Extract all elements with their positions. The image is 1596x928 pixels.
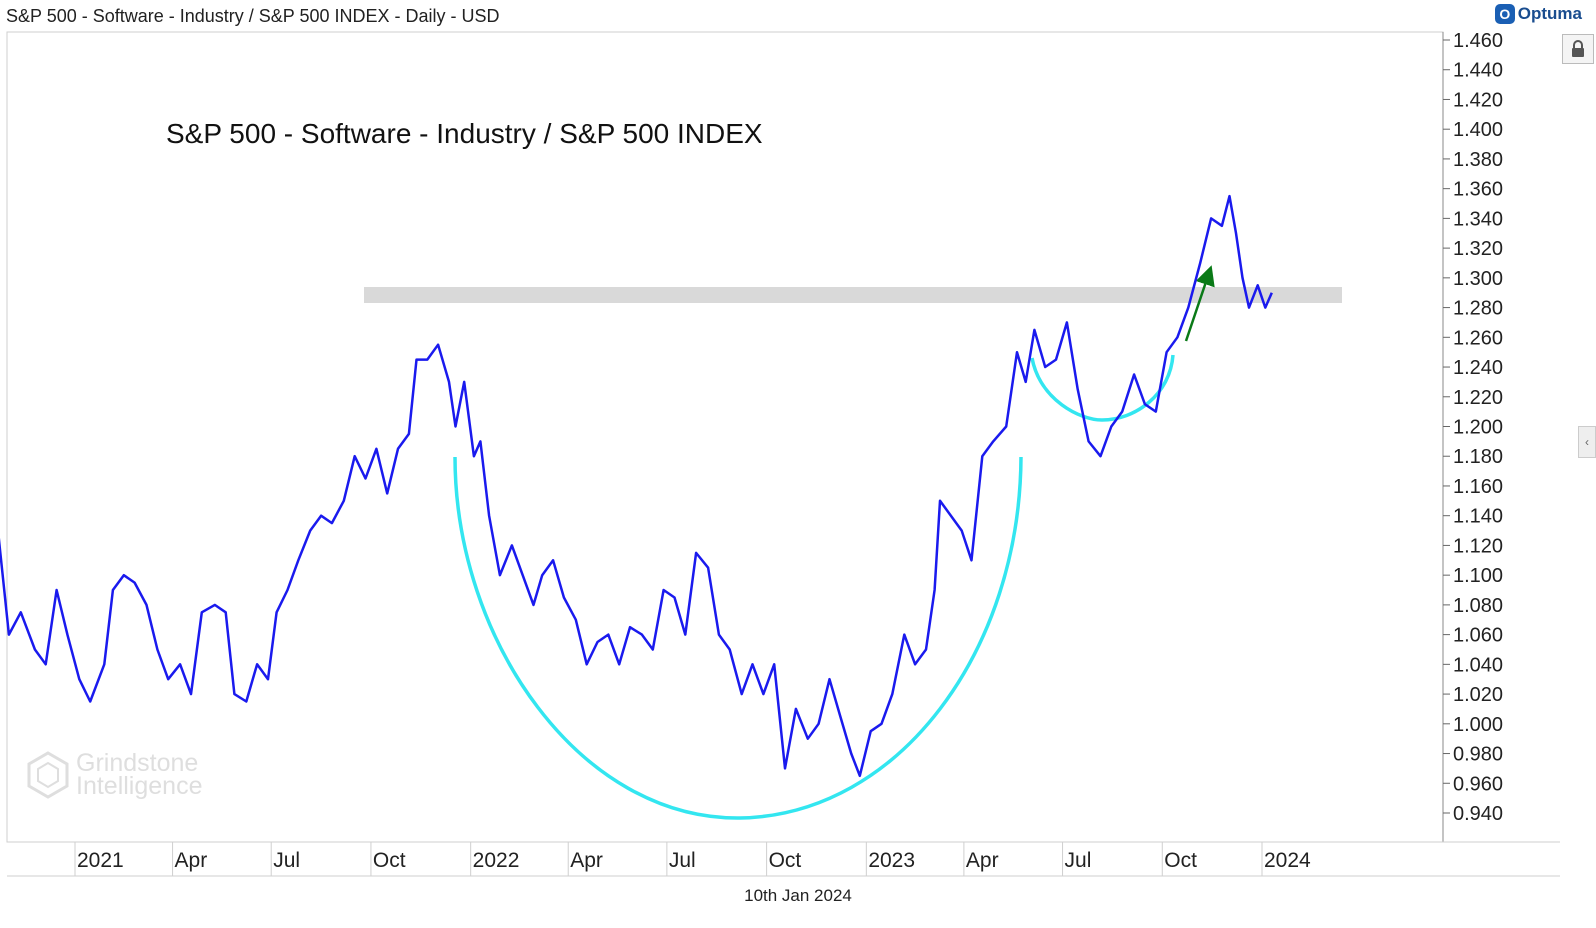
breakout-arrow — [1184, 265, 1215, 342]
y-tick-label: 1.100 — [1453, 565, 1503, 587]
brand-name: Optuma — [1517, 4, 1582, 23]
y-tick-label: 1.340 — [1453, 208, 1503, 230]
x-tick-label: Apr — [570, 849, 603, 872]
y-tick-label: 0.980 — [1453, 744, 1503, 766]
y-axis: 1.460 1.440 1.420 1.400 1.380 1.360 1.340 1.320… — [1443, 30, 1503, 825]
x-tick-label: Jul — [273, 849, 300, 872]
y-tick-label: 1.240 — [1453, 357, 1503, 379]
watermark-line1: Grindstone — [76, 749, 199, 777]
plot-frame — [6, 31, 1444, 843]
watermark-line2: Intelligence — [76, 772, 203, 800]
y-tick-label: 0.960 — [1453, 773, 1503, 795]
brand-logo: O Optuma — [1494, 4, 1582, 24]
y-tick-label: 1.020 — [1453, 684, 1503, 706]
y-tick-label: 1.080 — [1453, 595, 1503, 617]
resistance-band — [364, 287, 1342, 303]
x-tick-label: 2022 — [473, 849, 520, 872]
footer-date: 10th Jan 2024 — [744, 886, 852, 905]
chart-title: S&P 500 - Software - Industry / S&P 500 … — [166, 118, 763, 149]
x-tick-label: Oct — [373, 849, 406, 872]
x-tick-label: 2023 — [868, 849, 915, 872]
watermark: Grindstone Intelligence — [26, 750, 202, 800]
y-tick-label: 1.060 — [1453, 625, 1503, 647]
panel-collapse-button[interactable]: ‹ — [1578, 426, 1596, 458]
y-tick-label: 0.940 — [1453, 803, 1503, 825]
x-tick-label: 2021 — [77, 849, 124, 872]
cup-arc-large — [453, 456, 1023, 820]
y-tick-label: 1.280 — [1453, 298, 1503, 320]
x-tick-label: Apr — [175, 849, 208, 872]
ratio-series-line — [0, 194, 1273, 778]
optuma-logo-icon: O — [1494, 4, 1515, 24]
y-tick-label: 1.320 — [1453, 238, 1503, 260]
y-tick-label: 1.380 — [1453, 149, 1503, 171]
x-tick-label: Apr — [966, 849, 999, 872]
y-tick-label: 1.000 — [1453, 714, 1503, 736]
handle-arc-small — [1030, 354, 1175, 422]
y-tick-label: 1.040 — [1453, 654, 1503, 676]
y-tick-label: 1.120 — [1453, 535, 1503, 557]
y-tick-label: 1.440 — [1453, 60, 1503, 82]
x-tick-label: Jul — [669, 849, 696, 872]
lock-button[interactable] — [1562, 34, 1594, 64]
chart-header-title: S&P 500 - Software - Industry / S&P 500 … — [6, 6, 500, 26]
x-tick-label: Oct — [1164, 849, 1197, 872]
y-tick-label: 1.300 — [1453, 268, 1503, 290]
y-tick-label: 1.360 — [1453, 179, 1503, 201]
grindstone-logo-icon — [27, 751, 69, 799]
y-tick-label: 1.400 — [1453, 119, 1503, 141]
y-tick-label: 1.460 — [1453, 30, 1503, 52]
x-axis: 2021 Apr Jul Oct 2022 Apr Jul Oct 2023 Apr Jul Oct 2… — [74, 842, 1311, 876]
y-tick-label: 1.220 — [1453, 387, 1503, 409]
y-tick-label: 1.140 — [1453, 506, 1503, 528]
x-tick-label: Jul — [1065, 849, 1092, 872]
y-tick-label: 1.200 — [1453, 417, 1503, 439]
y-tick-label: 1.160 — [1453, 476, 1503, 498]
x-tick-label: 2024 — [1264, 849, 1311, 872]
y-tick-label: 1.420 — [1453, 89, 1503, 111]
lock-icon — [1572, 40, 1584, 57]
y-tick-label: 1.260 — [1453, 327, 1503, 349]
chevron-left-icon: ‹ — [1585, 435, 1589, 449]
y-tick-label: 1.180 — [1453, 446, 1503, 468]
x-tick-label: Oct — [769, 849, 802, 872]
